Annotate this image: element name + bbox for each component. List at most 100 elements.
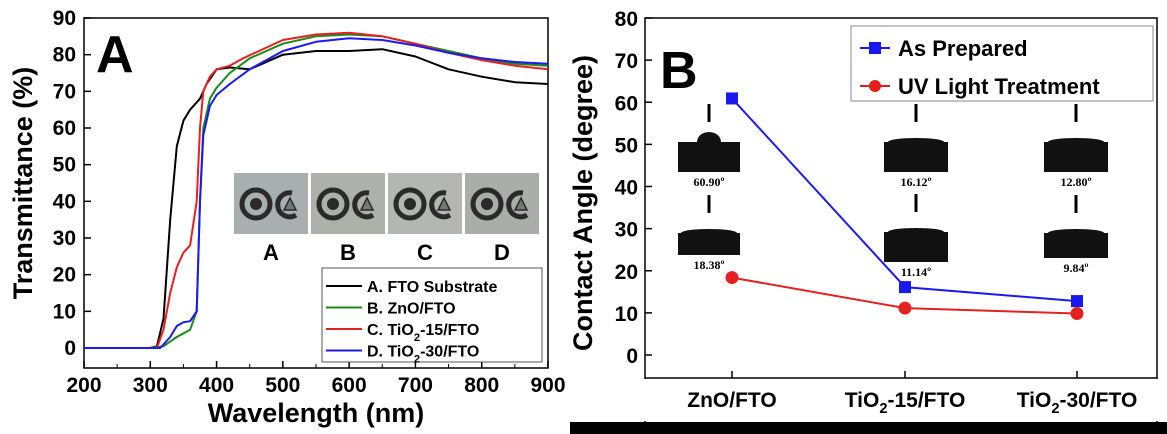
logo-circle (393, 187, 427, 221)
y-tick-label: 80 (53, 44, 76, 67)
x-axis-label-a: Wavelength (nm) (208, 398, 425, 428)
contact-angle-label: 18.38º (694, 258, 725, 272)
substrate-image (1044, 142, 1108, 172)
contact-angle-label: 12.80º (1061, 175, 1092, 189)
panel-a: 200 300 400 500 600 700 800 900 0 10 20 30 40 50 60 70 8… (8, 7, 566, 428)
x-tick-label: TiO2-15/FTO (845, 389, 966, 417)
contact-angle-label: 60.90º (694, 175, 725, 189)
legend-box (850, 25, 1154, 102)
data-point-square (726, 92, 738, 105)
inset-photo-b: B (311, 173, 385, 265)
legend-label: B. ZnO/FTO (367, 301, 456, 318)
logo-arrow-icon (506, 190, 529, 220)
droplet-image: 16.12º (884, 104, 948, 189)
bottom-bar (570, 422, 1167, 434)
data-point-circle (1070, 307, 1084, 321)
y-tick-label: 20 (53, 264, 76, 287)
legend-label: D. TiO2-30/FTO (367, 344, 479, 366)
y-tick-label: 10 (615, 303, 638, 326)
panel-b: 0 10 20 30 40 50 60 70 80 ZnO/FTO TiO2-15/FTO TiO2-… (568, 8, 1167, 434)
droplet-image: 9.84º (1044, 195, 1108, 275)
logo-circle (316, 187, 350, 221)
legend-marker-square (869, 42, 881, 54)
legend-item: UV Light Treatment (860, 74, 1100, 99)
legend-label: As Prepared (898, 36, 1028, 61)
inset-photo-label: D (494, 240, 510, 265)
substrate-image (678, 142, 740, 172)
data-point-square (1071, 295, 1083, 308)
data-point-square (899, 281, 911, 294)
substrate-image (1044, 233, 1108, 258)
x-tick-label: 800 (464, 374, 499, 397)
x-tick-label: 600 (332, 374, 367, 397)
inset-photo-a: A (234, 173, 308, 265)
logo-arrow-icon (352, 190, 375, 220)
y-axis-label-a: Transmittance (%) (8, 67, 38, 300)
inset-photo-d: D (465, 173, 539, 265)
data-point-circle (898, 301, 912, 315)
legend-item: B. ZnO/FTO (326, 301, 456, 318)
series-line-b (84, 33, 549, 349)
legend-label: A. FTO Substrate (367, 279, 497, 296)
panel-label-b: B (660, 42, 698, 100)
data-point-circle (725, 271, 739, 285)
logo-flower-icon (404, 198, 416, 210)
y-tick-label: 0 (626, 345, 638, 368)
logo-triangle-icon (436, 196, 452, 211)
legend-b: As Prepared UV Light Treatment (850, 25, 1154, 102)
x-tick-label: 200 (66, 374, 101, 397)
legend-a: A. FTO Substrate B. ZnO/FTO C. TiO2-15/FTO… (321, 267, 543, 366)
legend-box (321, 267, 543, 363)
substrate-image (884, 232, 948, 262)
y-tick-label: 40 (615, 177, 638, 200)
legend-marker-circle (869, 80, 881, 92)
y-tick-label: 10 (53, 300, 76, 323)
x-tick-label: 400 (199, 374, 234, 397)
y-tick-label: 90 (53, 7, 76, 30)
logo-triangle-icon (282, 196, 298, 211)
inset-photo-c: C (388, 173, 462, 265)
substrate-image (678, 233, 740, 255)
series-line-c (84, 31, 549, 349)
y-tick-label: 30 (615, 219, 638, 242)
y-tick-label: 30 (53, 227, 76, 250)
y-tick-label: 50 (615, 134, 638, 157)
x-tick-label: TiO2-30/FTO (1017, 389, 1138, 417)
y-tick-label: 70 (615, 50, 638, 73)
x-tick-label: 900 (530, 374, 565, 397)
inset-photos: A B C D (234, 173, 539, 265)
x-tick-label: 500 (265, 374, 300, 397)
axis-gap (640, 379, 1165, 421)
contact-angle-label: 11.14º (901, 265, 931, 279)
y-tick-label: 20 (615, 261, 638, 284)
contact-angle-label: 9.84º (1064, 261, 1089, 275)
x-tick-label: 300 (133, 374, 168, 397)
legend-item: C. TiO2-15/FTO (326, 322, 479, 344)
logo-flower-icon (481, 198, 493, 210)
droplet-images: 60.90º 16.12º 12.80º 18.38º 11.14º 9.84º (678, 104, 1108, 279)
droplet-image: 11.14º (884, 194, 948, 279)
droplet-image: 60.90º (678, 104, 740, 189)
y-tick-label: 0 (64, 337, 76, 360)
x-tick-label: ZnO/FTO (687, 389, 776, 412)
droplet-image: 18.38º (678, 195, 740, 272)
y-tick-label: 60 (615, 92, 638, 115)
logo-circle (239, 187, 273, 221)
logo-arrow-icon (429, 190, 452, 220)
y-tick-label: 50 (53, 154, 76, 177)
substrate-image (884, 142, 948, 172)
logo-flower-icon (327, 198, 339, 210)
y-tick-label: 70 (53, 80, 76, 103)
y-tick-label: 80 (615, 8, 638, 31)
legend-item: D. TiO2-30/FTO (326, 344, 479, 366)
y-tick-label: 60 (53, 117, 76, 140)
inset-photo-label: B (340, 240, 356, 265)
inset-photo-label: A (263, 240, 279, 265)
logo-flower-icon (250, 198, 262, 210)
legend-label: UV Light Treatment (898, 74, 1100, 99)
droplet-image: 12.80º (1044, 104, 1108, 189)
series-line-d (84, 37, 549, 349)
y-tick-label: 40 (53, 190, 76, 213)
inset-photo-label: C (417, 240, 433, 265)
